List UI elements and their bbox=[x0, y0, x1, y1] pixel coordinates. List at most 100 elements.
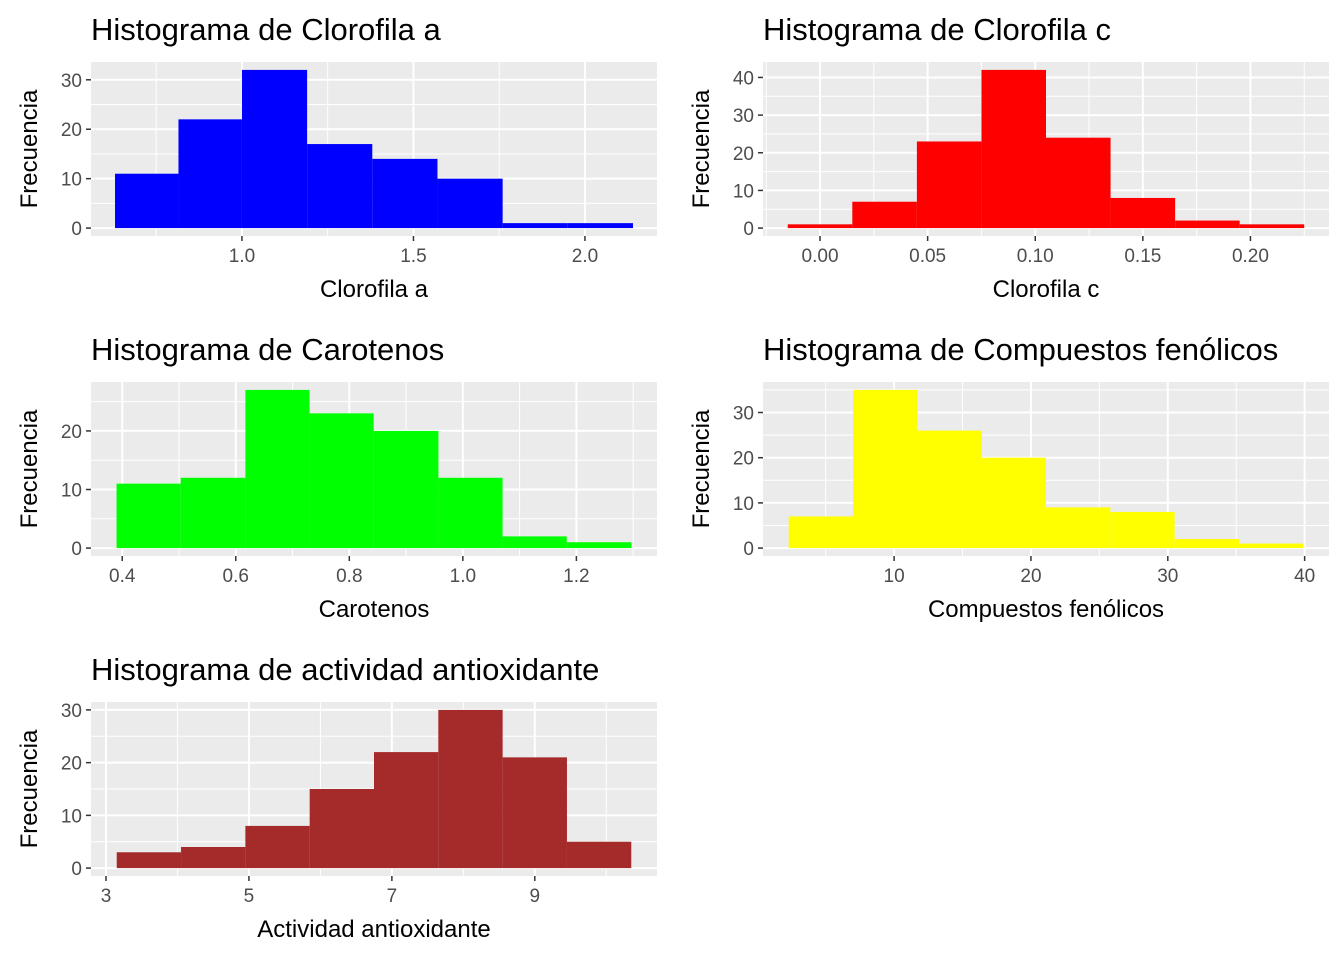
x-tick-label: 0.8 bbox=[336, 566, 362, 587]
y-axis-label: Frecuencia bbox=[16, 89, 43, 208]
chart-title: Histograma de Compuestos fenólicos bbox=[763, 332, 1278, 367]
histogram-bar bbox=[502, 536, 567, 549]
histogram-bar bbox=[309, 413, 374, 549]
y-tick-label: 0 bbox=[71, 539, 82, 560]
histogram-bar bbox=[1046, 137, 1111, 229]
histogram-bar bbox=[981, 69, 1046, 229]
histogram-bar bbox=[116, 483, 181, 549]
x-tick-label: 1.5 bbox=[400, 246, 426, 267]
y-tick-label: 10 bbox=[61, 806, 82, 827]
histogram-bar bbox=[917, 430, 982, 549]
chart-title: Histograma de actividad antioxidante bbox=[91, 652, 599, 687]
histogram-bar bbox=[245, 825, 310, 869]
histogram-bar bbox=[309, 789, 374, 869]
histogram-bar bbox=[178, 119, 242, 229]
y-tick-label: 30 bbox=[61, 701, 82, 722]
histogram-bar bbox=[437, 178, 503, 229]
y-tick-label: 20 bbox=[733, 449, 754, 470]
histogram-bar bbox=[852, 201, 917, 229]
histogram-bars bbox=[788, 389, 1304, 549]
y-axis-label: Frecuencia bbox=[688, 89, 715, 208]
histogram-bars bbox=[116, 709, 632, 869]
x-tick-label: 0.6 bbox=[223, 566, 249, 587]
histogram-bar bbox=[787, 224, 853, 229]
x-tick-label: 40 bbox=[1294, 566, 1315, 587]
histogram-bars bbox=[115, 69, 633, 229]
x-tick-label: 0.00 bbox=[802, 246, 839, 267]
x-tick-label: 5 bbox=[244, 886, 255, 907]
y-axis-label: Frecuencia bbox=[16, 729, 43, 848]
chart-title: Histograma de Carotenos bbox=[91, 332, 444, 367]
y-tick-label: 20 bbox=[61, 120, 82, 141]
x-tick-label: 20 bbox=[1020, 566, 1041, 587]
x-axis-label: Compuestos fenólicos bbox=[928, 596, 1164, 623]
histogram-bar bbox=[1175, 220, 1240, 229]
histogram-bar bbox=[916, 141, 982, 229]
y-tick-label: 10 bbox=[733, 181, 754, 202]
y-axis-label: Frecuencia bbox=[16, 409, 43, 528]
x-axis-label: Clorofila c bbox=[993, 276, 1100, 303]
y-tick-label: 10 bbox=[733, 494, 754, 515]
x-tick-label: 10 bbox=[884, 566, 905, 587]
histogram-bar bbox=[181, 847, 246, 869]
histogram-bar bbox=[241, 69, 308, 229]
axis-ticks: 0 10 20 30 10 20 30 40 bbox=[733, 404, 1315, 587]
x-tick-label: 7 bbox=[387, 886, 398, 907]
x-tick-label: 1.2 bbox=[563, 566, 589, 587]
histogram-bar bbox=[502, 223, 568, 229]
x-axis-label: Actividad antioxidante bbox=[257, 916, 490, 943]
histogram-bar bbox=[1110, 511, 1175, 549]
x-tick-label: 9 bbox=[530, 886, 541, 907]
histogram-bar bbox=[116, 852, 182, 869]
panel-carotenos: Histograma de Carotenos 0 10 20 0.4 0.6 0.8 1.… bbox=[16, 332, 657, 623]
y-tick-label: 10 bbox=[61, 481, 82, 502]
y-tick-label: 30 bbox=[733, 404, 754, 425]
x-tick-label: 1.0 bbox=[450, 566, 476, 587]
histogram-bar bbox=[307, 144, 373, 229]
x-tick-label: 0.4 bbox=[109, 566, 136, 587]
histogram-bar bbox=[567, 223, 633, 229]
y-tick-label: 10 bbox=[61, 170, 82, 191]
y-tick-label: 20 bbox=[61, 422, 82, 443]
y-tick-label: 0 bbox=[743, 219, 754, 240]
histogram-bar bbox=[1046, 507, 1111, 549]
histogram-bar bbox=[788, 516, 854, 549]
axis-ticks: 0 10 20 30 3 5 7 9 bbox=[61, 701, 540, 907]
y-tick-label: 0 bbox=[71, 859, 82, 880]
histogram-bar bbox=[1239, 224, 1305, 229]
axis-ticks: 0 10 20 30 40 0.00 0.05 0.10 0.15 0.20 bbox=[733, 68, 1269, 267]
histogram-bar bbox=[245, 389, 310, 549]
histogram-bar bbox=[502, 757, 567, 869]
chart-title: Histograma de Clorofila c bbox=[763, 12, 1111, 47]
histogram-bar bbox=[566, 841, 632, 869]
histogram-bar bbox=[853, 389, 918, 549]
y-tick-label: 0 bbox=[71, 219, 82, 240]
x-tick-label: 2.0 bbox=[572, 246, 598, 267]
histogram-bar bbox=[180, 477, 246, 549]
axis-ticks: 0 10 20 0.4 0.6 0.8 1.0 1.2 bbox=[61, 422, 590, 587]
x-tick-label: 3 bbox=[101, 886, 112, 907]
panel-compuestos-fenolicos: Histograma de Compuestos fenólicos 0 10 20… bbox=[688, 332, 1329, 623]
histogram-bars bbox=[116, 389, 632, 549]
x-tick-label: 0.15 bbox=[1124, 246, 1161, 267]
x-tick-label: 30 bbox=[1157, 566, 1178, 587]
axis-ticks: 0 10 20 30 1.0 1.5 2.0 bbox=[61, 71, 598, 267]
chart-title: Histograma de Clorofila a bbox=[91, 12, 442, 47]
x-tick-label: 0.05 bbox=[909, 246, 946, 267]
x-tick-label: 1.0 bbox=[229, 246, 255, 267]
histogram-bar bbox=[1174, 539, 1239, 549]
y-tick-label: 20 bbox=[61, 754, 82, 775]
histogram-bar bbox=[372, 158, 438, 229]
y-tick-label: 0 bbox=[743, 539, 754, 560]
y-tick-label: 40 bbox=[733, 68, 754, 89]
histogram-bar bbox=[115, 173, 179, 229]
panel-actividad-antioxidante: Histograma de actividad antioxidante 0 10… bbox=[16, 652, 657, 943]
histogram-bar bbox=[374, 752, 439, 869]
y-tick-label: 30 bbox=[61, 71, 82, 92]
x-tick-label: 0.20 bbox=[1232, 246, 1269, 267]
x-axis-label: Clorofila a bbox=[320, 276, 429, 303]
x-axis-label: Carotenos bbox=[319, 596, 430, 623]
histogram-bar bbox=[566, 542, 632, 549]
